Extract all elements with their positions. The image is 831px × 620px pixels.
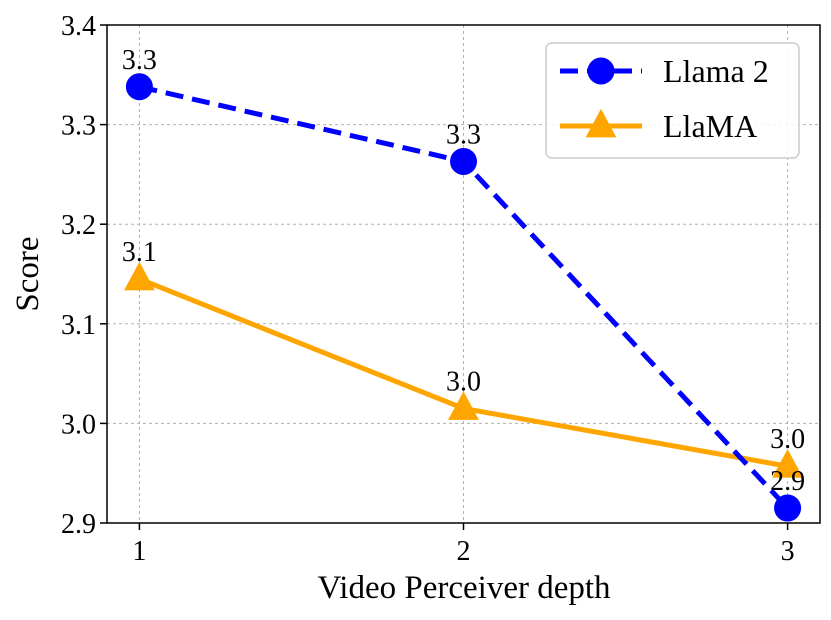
- y-tick-label: 3.0: [61, 409, 96, 440]
- triangle-marker: [448, 391, 479, 420]
- circle-marker: [587, 57, 615, 85]
- y-tick-label: 3.3: [61, 111, 96, 142]
- triangle-marker: [585, 108, 617, 138]
- legend-label: Llama 2: [663, 53, 769, 89]
- y-tick-label: 3.4: [61, 11, 96, 42]
- legend-label: LlaMA: [663, 108, 757, 144]
- data-label: 3.0: [446, 366, 481, 397]
- legend-item: Llama 2: [560, 53, 769, 89]
- x-tick-label: 1: [132, 536, 146, 567]
- legend: Llama 2 LlaMA: [545, 42, 800, 159]
- tick-labels: 2.9 3.0 3.1 3.2 3.3 3.4 1 2 3: [61, 11, 795, 567]
- x-tick-label: 3: [781, 536, 795, 567]
- series: [124, 73, 803, 522]
- circle-marker: [450, 147, 477, 175]
- circle-marker: [125, 73, 153, 101]
- series-llama-2: [125, 73, 802, 522]
- y-tick-label: 3.2: [61, 210, 96, 241]
- axes: [100, 24, 821, 530]
- legend-item: LlaMA: [560, 108, 757, 144]
- x-tick-label: 2: [457, 536, 471, 567]
- y-axis-label: Score: [10, 236, 46, 311]
- data-label: 3.3: [446, 119, 481, 150]
- y-tick-label: 3.1: [61, 310, 96, 341]
- data-label: 3.0: [770, 424, 805, 455]
- circle-marker: [774, 494, 802, 522]
- x-axis-label: Video Perceiver depth: [317, 570, 611, 606]
- data-label: 3.3: [122, 45, 157, 76]
- data-label: 2.9: [770, 466, 805, 497]
- triangle-marker: [124, 261, 155, 291]
- series-llama: [124, 261, 803, 478]
- data-label: 3.1: [122, 237, 157, 268]
- y-tick-label: 2.9: [61, 509, 96, 540]
- data-labels: 3.3 3.3 2.9 3.1 3.0 3.0: [122, 45, 805, 497]
- triangle-marker: [772, 449, 803, 478]
